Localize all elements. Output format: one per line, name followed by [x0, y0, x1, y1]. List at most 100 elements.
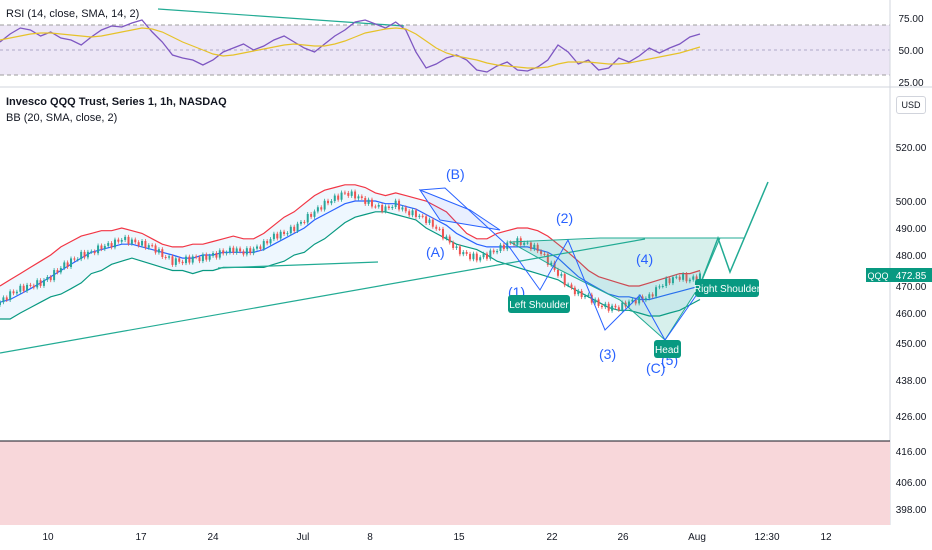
candle-body — [391, 206, 394, 209]
candle-body — [496, 250, 499, 253]
candle-body — [414, 210, 417, 217]
candle-body — [303, 221, 306, 223]
candle-body — [597, 299, 600, 306]
candle-body — [147, 245, 150, 248]
candle-body — [699, 273, 701, 282]
candle-body — [580, 290, 583, 298]
candle-body — [198, 257, 201, 262]
candle-body — [685, 274, 688, 282]
candle-body — [12, 291, 15, 294]
candle-body — [225, 252, 228, 254]
candle-body — [631, 299, 634, 302]
x-tick-label: 10 — [42, 532, 54, 543]
candle-body — [174, 258, 177, 265]
pattern-fill-zone[interactable] — [508, 237, 721, 341]
candle-body — [418, 215, 421, 217]
candle-body — [533, 244, 536, 250]
candle-body — [577, 290, 580, 295]
currency-button[interactable]: USD — [896, 96, 926, 114]
price-badge: QQQ 472.85 — [866, 268, 932, 282]
candle-body — [479, 257, 482, 261]
candle-body — [523, 242, 526, 245]
candle-body — [39, 280, 42, 286]
rsi-series-sma — [0, 27, 701, 69]
rsi-legend[interactable]: RSI (14, close, SMA, 14, 2) — [6, 8, 140, 20]
candle-body — [272, 233, 275, 240]
candle-body — [330, 201, 333, 204]
candle-body — [411, 210, 414, 216]
wave-label-c: (C) — [646, 360, 665, 376]
candle-body — [289, 226, 292, 234]
head-label: Head — [655, 345, 679, 356]
wave-label-2: (2) — [556, 210, 573, 226]
candle-body — [168, 256, 171, 258]
rsi-tick-label: 50.00 — [898, 46, 923, 57]
candle-body — [347, 192, 350, 196]
candle-body — [178, 258, 181, 262]
candle-body — [678, 276, 681, 280]
candle-body — [22, 285, 25, 291]
candle-body — [120, 239, 123, 242]
candle-body — [604, 303, 607, 308]
left-shoulder-tag[interactable] — [508, 295, 570, 313]
candle-body — [283, 231, 286, 235]
candle-body — [29, 284, 32, 286]
pattern-labels-group[interactable]: Left Shoulder Head Right Shoulder — [508, 279, 761, 358]
candle-body — [73, 258, 76, 260]
right-shoulder-tag[interactable] — [695, 279, 759, 297]
bb-legend[interactable]: BB (20, SMA, close, 2) — [6, 112, 118, 124]
candle-body — [340, 192, 343, 200]
candle-body — [327, 200, 330, 204]
candle-body — [377, 205, 380, 207]
elliott-wave-path[interactable] — [419, 187, 701, 341]
candle-body — [621, 302, 624, 310]
candle-body — [404, 207, 407, 212]
candle-body — [63, 262, 66, 269]
candle-body — [103, 245, 106, 250]
drawings-group[interactable] — [0, 181, 769, 354]
bb-lower-line — [0, 211, 701, 320]
candle-body — [570, 284, 573, 288]
candle-body — [567, 284, 570, 286]
candle-body — [594, 299, 597, 303]
candle-body — [607, 303, 610, 311]
candle-body — [299, 221, 302, 224]
symbol-title[interactable]: Invesco QQQ Trust, Series 1, 1h, NASDAQ — [6, 96, 227, 108]
candle-body — [184, 256, 187, 264]
candle-body — [53, 270, 56, 281]
candle-body — [354, 191, 357, 199]
candle-body — [266, 241, 269, 244]
candle-body — [675, 276, 678, 278]
price-badge-value: 472.85 — [896, 271, 927, 282]
candle-body — [49, 277, 52, 281]
long-trendline[interactable] — [0, 238, 646, 354]
projection-path[interactable] — [699, 181, 769, 286]
candle-body — [529, 242, 532, 250]
candle-body — [387, 206, 390, 209]
candle-body — [276, 233, 279, 239]
candle-body — [617, 307, 620, 310]
candle-body — [455, 246, 458, 248]
candle-body — [310, 213, 313, 217]
candle-body — [357, 196, 360, 199]
candle-body — [438, 228, 441, 230]
candle-body — [205, 254, 208, 260]
candle-body — [573, 287, 576, 295]
head-tag[interactable] — [654, 340, 681, 358]
candle-body — [611, 305, 614, 311]
axis-group: 520.00 500.00 490.00 480.00 470.00 460.00 450.… — [42, 14, 926, 543]
x-tick-label: 26 — [617, 532, 629, 543]
x-tick-label: 12 — [820, 532, 832, 543]
candle-body — [124, 236, 127, 240]
support-line[interactable] — [217, 261, 379, 269]
candle-body — [398, 200, 401, 210]
candle-body — [100, 245, 103, 250]
rsi-series-group — [0, 19, 701, 73]
candle-body — [76, 259, 79, 261]
candle-body — [526, 242, 529, 244]
candle-body — [127, 236, 130, 244]
rsi-divergence-line[interactable] — [157, 8, 405, 27]
candle-body — [252, 248, 255, 254]
candle-body — [661, 285, 664, 287]
